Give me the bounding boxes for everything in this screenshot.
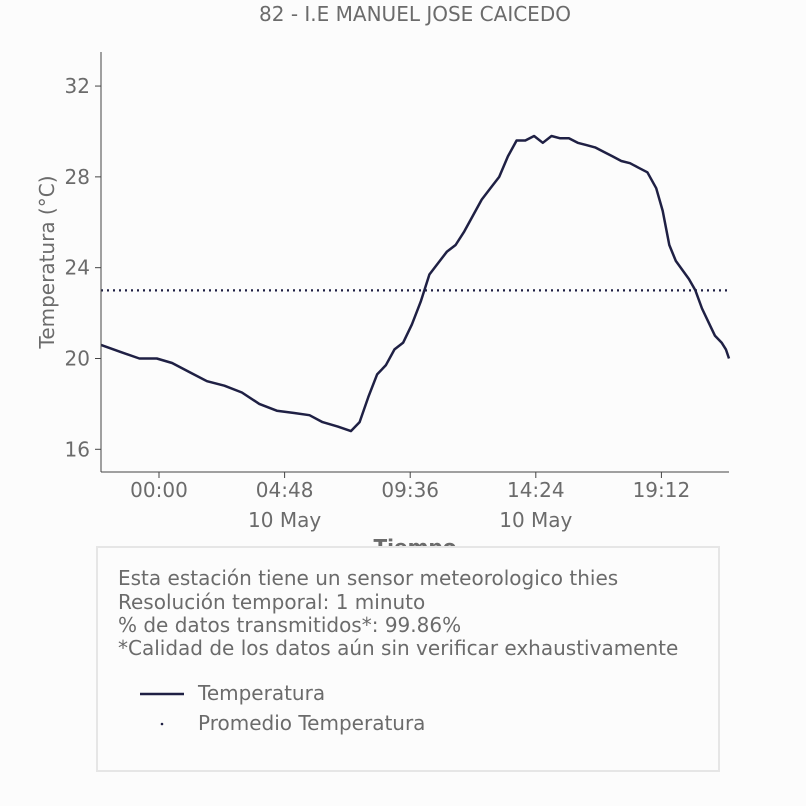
y-tick-label: 32	[65, 74, 90, 98]
x-tick-label: 09:36	[381, 478, 439, 502]
data-percent-text: % de datos transmitidos*: 99.86%	[118, 613, 462, 637]
y-tick-label: 24	[65, 256, 90, 280]
x-tick-label: 14:24	[507, 478, 565, 502]
y-axis-label: Temperatura (°C)	[35, 175, 59, 349]
sensor-info-text: Esta estación tiene un sensor meteorolog…	[118, 566, 619, 590]
chart-title: 82 - I.E MANUEL JOSE CAICEDO	[259, 2, 571, 26]
y-tick-label: 16	[65, 437, 90, 461]
x-tick-label: 19:12	[633, 478, 691, 502]
x-tick-date-label: 10 May	[499, 508, 572, 532]
legend-dot-symbol	[160, 722, 164, 726]
legend-symbols	[140, 692, 184, 726]
x-ticks: 00:00 04:48 10 May 09:36 14:24 10 May 19:12	[130, 472, 690, 532]
plot-area	[100, 134, 731, 433]
x-tick-label: 04:48	[256, 478, 314, 502]
x-tick-date-label: 10 May	[248, 508, 321, 532]
x-tick-label: 00:00	[130, 478, 188, 502]
resolution-text: Resolución temporal: 1 minuto	[118, 590, 426, 614]
legend-label-temperatura: Temperatura	[198, 681, 326, 705]
info-panel: Esta estación tiene un sensor meteorolog…	[96, 546, 720, 772]
y-tick-label: 20	[65, 346, 90, 370]
y-ticks: 16 20 24 28 32	[65, 74, 101, 461]
legend-label-promedio: Promedio Temperatura	[198, 711, 426, 735]
series-temperatura-line	[100, 134, 731, 433]
y-tick-label: 28	[65, 165, 90, 189]
quality-note-text: *Calidad de los datos aún sin verificar …	[118, 636, 679, 660]
